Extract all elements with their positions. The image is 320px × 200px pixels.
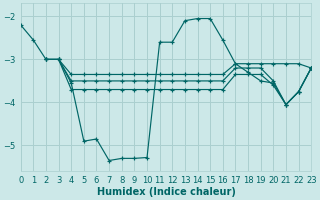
X-axis label: Humidex (Indice chaleur): Humidex (Indice chaleur) (97, 187, 236, 197)
